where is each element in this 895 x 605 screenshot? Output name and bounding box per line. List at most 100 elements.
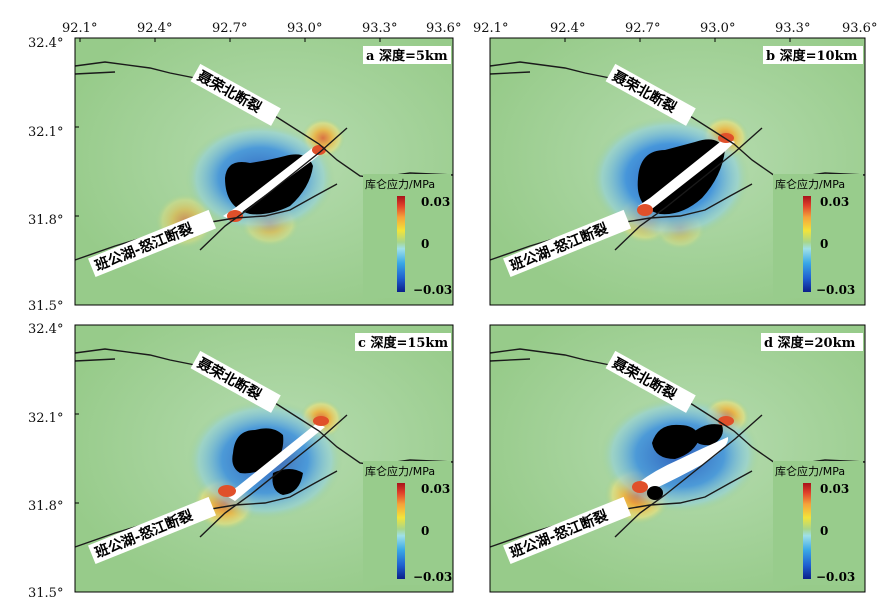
colorbar-gradient [397,483,405,579]
y-tick-label: 31.8° [28,213,63,228]
fault-label-box [190,63,281,126]
colorbar-mid: 0 [820,237,828,251]
positive-lobe [637,204,653,216]
x-tick-label: 92.4° [550,21,585,36]
y-tick-label: 31.5° [28,586,63,601]
colorbar-max: 0.03 [820,482,849,496]
x-tick-label: 93.0° [700,21,735,36]
fault-label-box [503,209,632,278]
rupture-line [199,127,348,251]
fault-line [74,358,116,362]
fault-label-box [190,350,281,413]
colorbar-title: 库仑应力/MPa [365,177,435,191]
y-tick-label: 32.1° [28,125,63,140]
fault-line [74,71,116,75]
x-tick-label: 92.7° [625,21,660,36]
panel-b: 聂荣北断裂 班公湖-怒江断裂 b 深度=10km 库仑应力/MPa 0.03 0… [489,37,866,306]
positive-lobe [632,481,648,493]
panel-title: d 深度=20km [764,335,856,351]
y-axis-lower: 32.4° 32.1° 31.8° 31.5° [28,322,63,601]
colorbar-title: 库仑应力/MPa [775,464,845,478]
positive-lobe [313,416,329,426]
colorbar: 库仑应力/MPa 0.03 0 −0.03 [773,461,863,585]
colorbar-mid: 0 [421,524,429,538]
x-tick-label: 93.6° [842,21,877,36]
x-tick-label: 92.1° [62,21,97,36]
tick-marks [75,38,791,504]
rupture-line [614,127,763,251]
rupture-zone [638,437,729,491]
rupture-zone [225,423,325,501]
colorbar-mid: 0 [421,237,429,251]
colorbar-gradient [803,196,811,292]
negative-core [690,424,723,446]
panel-title-box [763,46,863,64]
panel-title: c 深度=15km [358,335,448,351]
x-tick-label: 93.3° [362,21,397,36]
rupture-zone [638,138,735,212]
colorbar: 库仑应力/MPa 0.03 0 −0.03 [363,174,452,298]
colorbar-title: 库仑应力/MPa [775,177,845,191]
rupture-zone [223,146,325,220]
panel-title: b 深度=10km [766,48,858,64]
colorbar-gradient [397,196,405,292]
panel-c: 聂荣北断裂 班公湖-怒江断裂 c 深度=15km 库仑应力/MPa 0.03 0… [74,324,454,593]
colorbar-gradient [803,483,811,579]
colorbar-max: 0.03 [421,195,450,209]
panel-title-box [363,46,451,64]
colorbar-mid: 0 [820,524,828,538]
panel-title-box [761,333,863,351]
negative-core [647,486,663,500]
fault-label-box [605,63,696,126]
fault-label-box [605,350,696,413]
colorbar-min: −0.03 [413,283,452,297]
negative-core [652,424,700,459]
colorbar-max: 0.03 [820,195,849,209]
map-border [74,324,454,593]
map-border [74,37,454,306]
x-tick-label: 93.3° [775,21,810,36]
negative-core [272,469,303,495]
y-tick-label: 31.8° [28,499,63,514]
x-tick-label: 93.0° [287,21,322,36]
x-tick-label: 92.7° [212,21,247,36]
colorbar-frame [773,461,863,585]
panel-d: 聂荣北断裂 班公湖-怒江断裂 d 深度=20km 库仑应力/MPa 0.03 0… [489,324,866,593]
rupture-line [614,414,763,538]
colorbar-min: −0.03 [413,570,452,584]
positive-lobe [718,416,734,426]
fault-label-box [88,209,217,278]
colorbar-frame [773,174,863,298]
x-tick-label: 92.4° [137,21,172,36]
y-tick-label: 32.4° [28,36,63,51]
y-tick-label: 32.4° [28,322,63,337]
positive-lobe [227,210,243,222]
y-tick-label: 32.1° [28,411,63,426]
colorbar-frame [363,174,451,298]
y-axis-upper: 32.4° 32.1° 31.8° 31.5° [28,36,63,314]
map-border [489,324,866,593]
panel-title-box [355,333,451,351]
colorbar-min: −0.03 [816,570,855,584]
panel-title: a 深度=5km [366,48,448,64]
colorbar-frame [363,461,451,585]
colorbar-title: 库仑应力/MPa [365,464,435,478]
x-tick-label: 93.6° [426,21,461,36]
x-axis-top-left: 92.1° 92.4° 92.7° 93.0° 93.3° 93.6° [62,21,461,36]
colorbar-min: −0.03 [816,283,855,297]
fault-line [489,358,531,362]
colorbar: 库仑应力/MPa 0.03 0 −0.03 [773,174,863,298]
positive-lobe [718,133,734,143]
fault-line [489,71,531,75]
map-border [489,37,866,306]
fault-label-box [88,496,217,565]
colorbar-max: 0.03 [421,482,450,496]
rupture-line [199,414,348,538]
panel-a: 聂荣北断裂 班公湖-怒江断裂 a 深度=5km 库仑应力/MPa 0.03 0 … [74,37,454,306]
fault-label-box [503,496,632,565]
x-axis-top-right: 92.1° 92.4° 92.7° 93.0° 93.3° 93.6° [473,21,877,36]
positive-lobe [218,485,236,497]
colorbar: 库仑应力/MPa 0.03 0 −0.03 [363,461,452,585]
y-tick-label: 31.5° [28,299,63,314]
